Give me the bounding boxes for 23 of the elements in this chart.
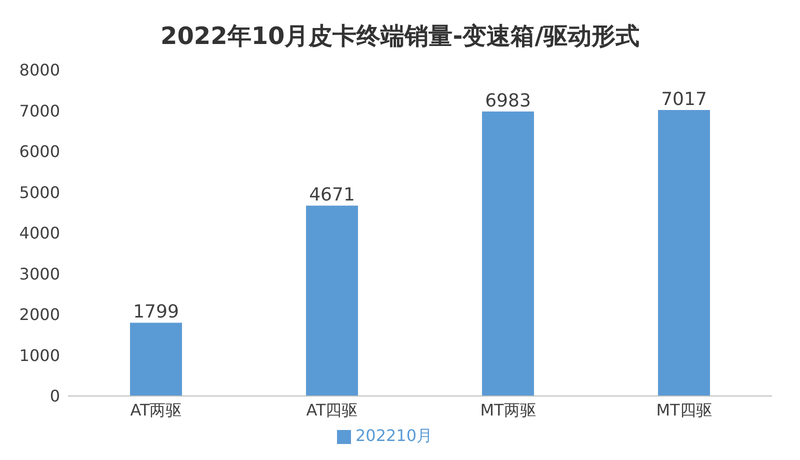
y-tick-label: 1000	[19, 346, 60, 365]
bar	[130, 322, 182, 396]
y-tick-label: 6000	[19, 142, 60, 162]
y-tick-label: 7000	[19, 101, 60, 120]
data-label: 4671	[309, 184, 355, 206]
y-tick-label: 0	[50, 386, 60, 406]
x-tick-label: MT四驱	[656, 400, 712, 420]
y-tick-label: 3000	[19, 264, 60, 284]
data-label: 1799	[133, 302, 179, 323]
x-tick-label: AT两驱	[130, 400, 182, 420]
data-label: 7017	[661, 89, 707, 110]
x-tick-label: AT四驱	[306, 400, 358, 420]
x-tick-label: MT两驱	[480, 400, 536, 420]
y-tick-label: 2000	[19, 305, 60, 324]
y-tick-label: 4000	[19, 224, 60, 243]
y-tick-label: 8000	[19, 60, 60, 80]
bar	[482, 111, 534, 396]
y-tick-label: 5000	[19, 182, 60, 202]
bar	[658, 110, 710, 396]
bar	[306, 206, 358, 396]
data-label: 6983	[485, 90, 531, 112]
chart-title: 2022年10月皮卡终端销量-变速箱/驱动形式	[160, 21, 640, 52]
legend-label: 202210月	[355, 426, 433, 445]
